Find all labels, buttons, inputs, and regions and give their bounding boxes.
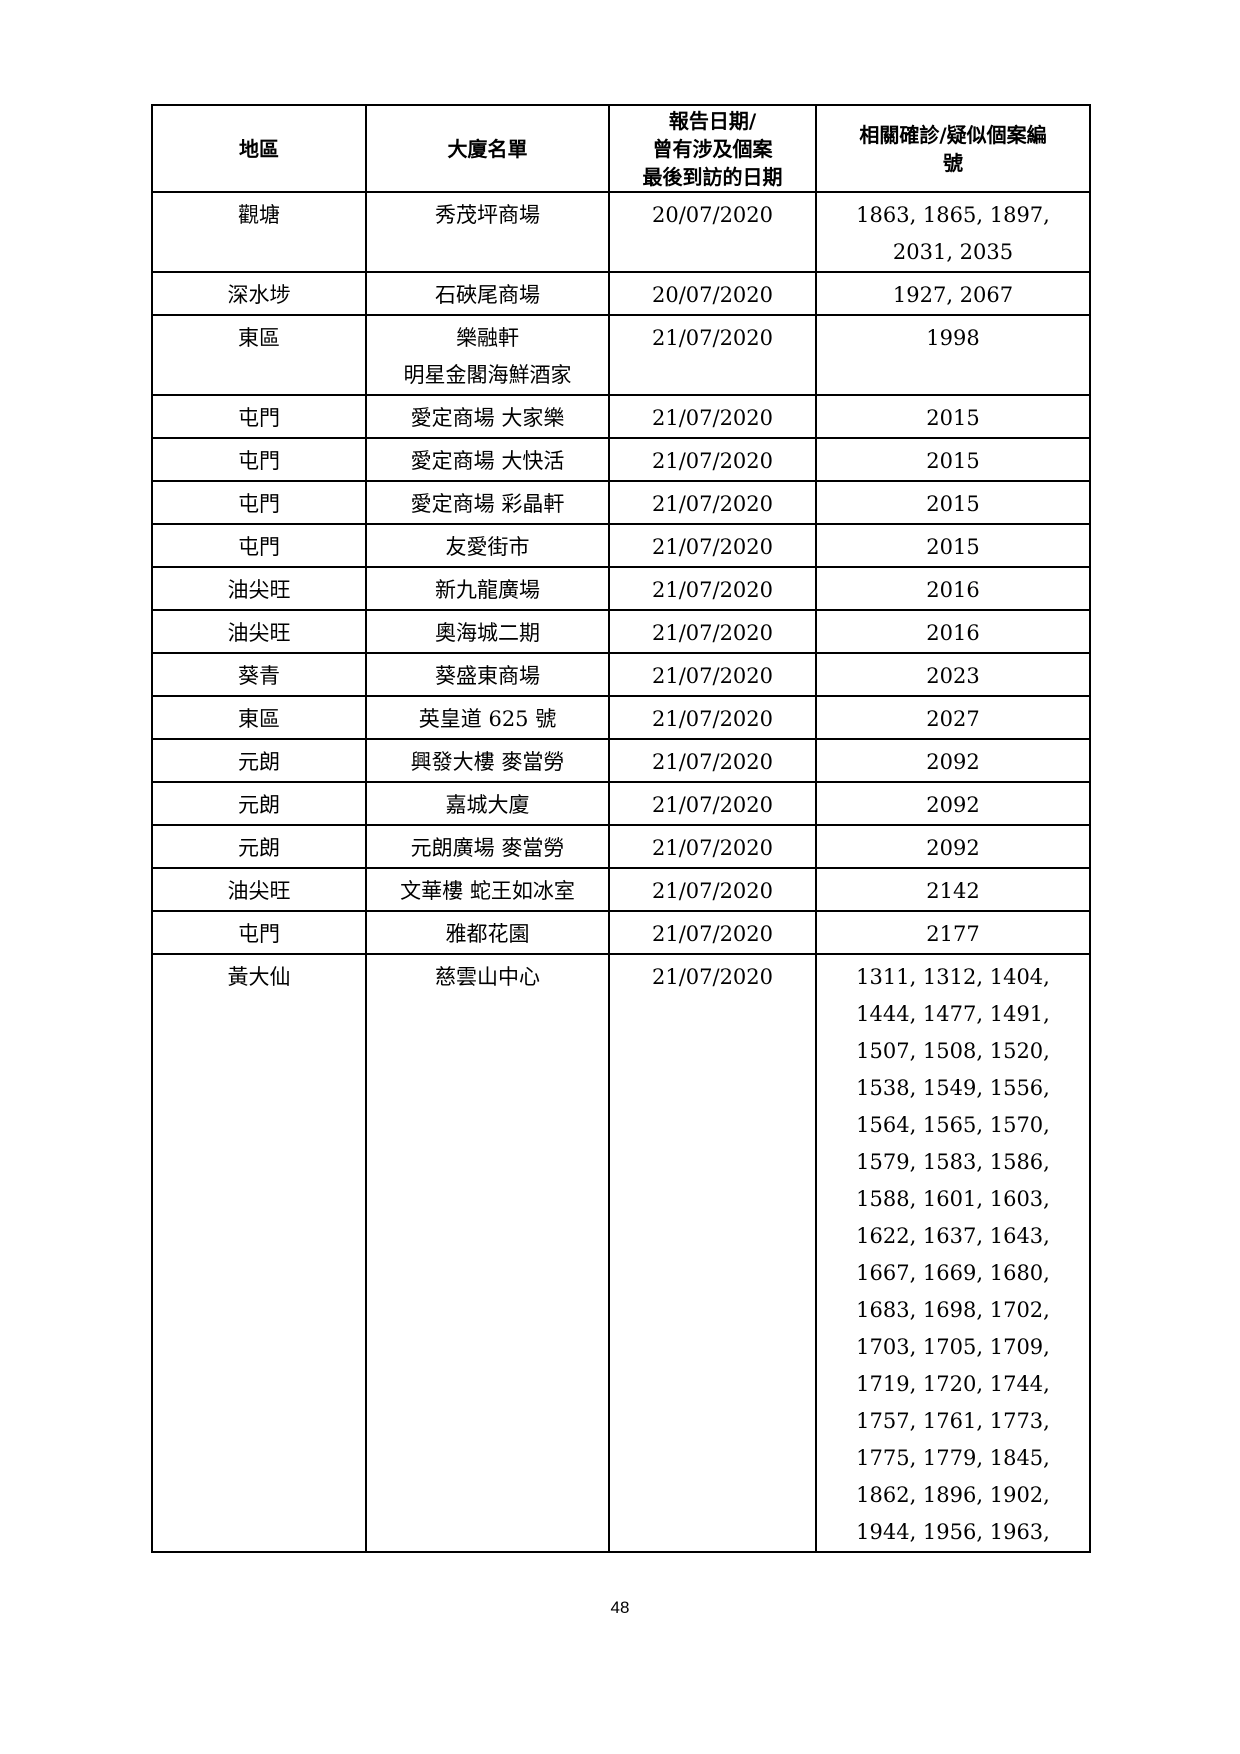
table-row: 油尖旺 文華樓 蛇王如冰室 21/07/2020 2142 bbox=[151, 867, 1091, 912]
case-numbers-cell: 2092 bbox=[815, 824, 1091, 869]
district-cell: 元朗 bbox=[151, 824, 367, 869]
case-numbers-cell: 2027 bbox=[815, 695, 1091, 740]
table-row: 元朗 元朗廣場 麥當勞 21/07/2020 2092 bbox=[151, 824, 1091, 869]
header-district: 地區 bbox=[151, 104, 367, 193]
building-cell: 雅都花園 bbox=[365, 910, 610, 955]
building-cell: 新九龍廣場 bbox=[365, 566, 610, 611]
building-cell: 石硤尾商場 bbox=[365, 271, 610, 316]
district-cell: 屯門 bbox=[151, 523, 367, 568]
table-row: 油尖旺 新九龍廣場 21/07/2020 2016 bbox=[151, 566, 1091, 611]
date-cell: 21/07/2020 bbox=[608, 566, 817, 611]
building-cell: 友愛街市 bbox=[365, 523, 610, 568]
case-numbers-cell: 2177 bbox=[815, 910, 1091, 955]
district-cell: 屯門 bbox=[151, 480, 367, 525]
date-cell: 21/07/2020 bbox=[608, 314, 817, 396]
case-numbers-cell: 2015 bbox=[815, 394, 1091, 439]
date-cell: 21/07/2020 bbox=[608, 781, 817, 826]
district-cell: 葵青 bbox=[151, 652, 367, 697]
district-cell: 屯門 bbox=[151, 437, 367, 482]
case-numbers-cell: 1927, 2067 bbox=[815, 271, 1091, 316]
header-date: 報告日期/ 曾有涉及個案 最後到訪的日期 bbox=[608, 104, 817, 193]
district-cell: 東區 bbox=[151, 695, 367, 740]
building-cell: 愛定商場 大快活 bbox=[365, 437, 610, 482]
case-numbers-cell: 2015 bbox=[815, 523, 1091, 568]
case-numbers-cell: 1998 bbox=[815, 314, 1091, 396]
case-numbers-cell: 2092 bbox=[815, 738, 1091, 783]
table-row: 屯門 愛定商場 彩晶軒 21/07/2020 2015 bbox=[151, 480, 1091, 525]
table-row: 元朗 興發大樓 麥當勞 21/07/2020 2092 bbox=[151, 738, 1091, 783]
date-cell: 21/07/2020 bbox=[608, 910, 817, 955]
district-cell: 屯門 bbox=[151, 394, 367, 439]
district-cell: 元朗 bbox=[151, 738, 367, 783]
page-number: 48 bbox=[610, 1598, 630, 1617]
date-cell: 20/07/2020 bbox=[608, 191, 817, 273]
building-cell: 奧海城二期 bbox=[365, 609, 610, 654]
case-numbers-cell: 1863, 1865, 1897, 2031, 2035 bbox=[815, 191, 1091, 273]
buildings-table: 地區 大廈名單 報告日期/ 曾有涉及個案 最後到訪的日期 相關確診/疑似個案編 … bbox=[151, 104, 1091, 1553]
building-cell: 樂融軒 明星金閣海鮮酒家 bbox=[365, 314, 610, 396]
table-row: 黃大仙 慈雲山中心 21/07/2020 1311, 1312, 1404, 1444… bbox=[151, 953, 1091, 1553]
date-cell: 21/07/2020 bbox=[608, 867, 817, 912]
date-cell: 21/07/2020 bbox=[608, 695, 817, 740]
table-row: 屯門 愛定商場 大快活 21/07/2020 2015 bbox=[151, 437, 1091, 482]
building-cell: 嘉城大廈 bbox=[365, 781, 610, 826]
date-cell: 21/07/2020 bbox=[608, 523, 817, 568]
case-numbers-cell: 2016 bbox=[815, 566, 1091, 611]
table-row: 屯門 愛定商場 大家樂 21/07/2020 2015 bbox=[151, 394, 1091, 439]
case-numbers-cell: 2015 bbox=[815, 480, 1091, 525]
header-case-numbers: 相關確診/疑似個案編 號 bbox=[815, 104, 1091, 193]
header-row: 地區 大廈名單 報告日期/ 曾有涉及個案 最後到訪的日期 相關確診/疑似個案編 … bbox=[151, 104, 1091, 193]
district-cell: 油尖旺 bbox=[151, 566, 367, 611]
date-cell: 21/07/2020 bbox=[608, 738, 817, 783]
table-row: 深水埗 石硤尾商場 20/07/2020 1927, 2067 bbox=[151, 271, 1091, 316]
building-cell: 秀茂坪商場 bbox=[365, 191, 610, 273]
table-row: 葵青 葵盛東商場 21/07/2020 2023 bbox=[151, 652, 1091, 697]
date-cell: 21/07/2020 bbox=[608, 394, 817, 439]
district-cell: 東區 bbox=[151, 314, 367, 396]
date-cell: 21/07/2020 bbox=[608, 652, 817, 697]
building-cell: 慈雲山中心 bbox=[365, 953, 610, 1553]
table-row: 屯門 雅都花園 21/07/2020 2177 bbox=[151, 910, 1091, 955]
case-numbers-cell: 2023 bbox=[815, 652, 1091, 697]
case-numbers-cell: 2092 bbox=[815, 781, 1091, 826]
district-cell: 屯門 bbox=[151, 910, 367, 955]
case-numbers-cell: 1311, 1312, 1404, 1444, 1477, 1491, 1507… bbox=[815, 953, 1091, 1553]
table-row: 觀塘 秀茂坪商場 20/07/2020 1863, 1865, 1897, 2031,… bbox=[151, 191, 1091, 273]
table-row: 元朗 嘉城大廈 21/07/2020 2092 bbox=[151, 781, 1091, 826]
date-cell: 21/07/2020 bbox=[608, 437, 817, 482]
building-cell: 英皇道 625 號 bbox=[365, 695, 610, 740]
date-cell: 21/07/2020 bbox=[608, 824, 817, 869]
table-row: 屯門 友愛街市 21/07/2020 2015 bbox=[151, 523, 1091, 568]
date-cell: 21/07/2020 bbox=[608, 480, 817, 525]
district-cell: 黃大仙 bbox=[151, 953, 367, 1553]
building-cell: 文華樓 蛇王如冰室 bbox=[365, 867, 610, 912]
table-row: 東區 樂融軒 明星金閣海鮮酒家 21/07/2020 1998 bbox=[151, 314, 1091, 396]
header-building: 大廈名單 bbox=[365, 104, 610, 193]
district-cell: 深水埗 bbox=[151, 271, 367, 316]
district-cell: 觀塘 bbox=[151, 191, 367, 273]
date-cell: 21/07/2020 bbox=[608, 609, 817, 654]
case-numbers-cell: 2016 bbox=[815, 609, 1091, 654]
building-cell: 興發大樓 麥當勞 bbox=[365, 738, 610, 783]
date-cell: 20/07/2020 bbox=[608, 271, 817, 316]
district-cell: 油尖旺 bbox=[151, 609, 367, 654]
building-cell: 愛定商場 彩晶軒 bbox=[365, 480, 610, 525]
case-numbers-cell: 2015 bbox=[815, 437, 1091, 482]
case-numbers-cell: 2142 bbox=[815, 867, 1091, 912]
date-cell: 21/07/2020 bbox=[608, 953, 817, 1553]
table-row: 東區 英皇道 625 號 21/07/2020 2027 bbox=[151, 695, 1091, 740]
district-cell: 元朗 bbox=[151, 781, 367, 826]
table-row: 油尖旺 奧海城二期 21/07/2020 2016 bbox=[151, 609, 1091, 654]
building-cell: 愛定商場 大家樂 bbox=[365, 394, 610, 439]
building-cell: 元朗廣場 麥當勞 bbox=[365, 824, 610, 869]
district-cell: 油尖旺 bbox=[151, 867, 367, 912]
building-cell: 葵盛東商場 bbox=[365, 652, 610, 697]
